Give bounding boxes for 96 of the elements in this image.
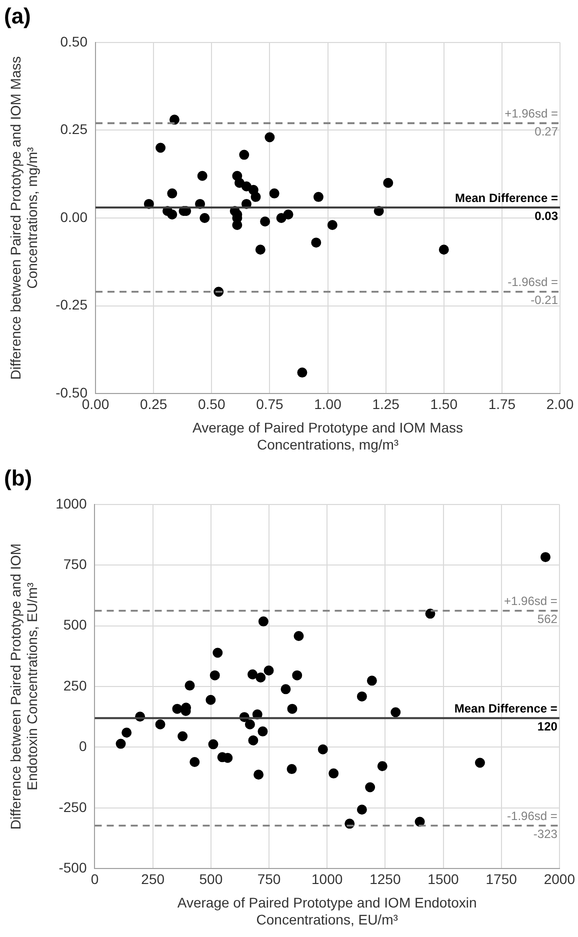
- point: [255, 244, 266, 255]
- chart-title: (a): [4, 3, 31, 28]
- x-tick-label: 1.75: [488, 396, 516, 412]
- point: [116, 738, 126, 749]
- point: [200, 213, 210, 223]
- point: [122, 728, 132, 738]
- point: [425, 608, 436, 619]
- point: [540, 552, 550, 562]
- point: [156, 142, 166, 153]
- y-tick-label: 0.50: [60, 33, 88, 50]
- point: [184, 680, 195, 691]
- x-tick-label: 2000: [544, 870, 576, 887]
- x-tick-label: 750: [257, 870, 281, 887]
- y-axis-title: Difference between Paired Prototype and IOM Mass Concentrations, mg/m³: [7, 56, 40, 380]
- point: [280, 684, 291, 694]
- point: [254, 770, 264, 780]
- point: [264, 665, 274, 676]
- point: [248, 669, 258, 680]
- x-tick-label: 500: [199, 870, 223, 887]
- point: [208, 739, 218, 750]
- point: [283, 209, 294, 220]
- point: [244, 719, 255, 730]
- x-tick-label: 2.00: [546, 396, 574, 412]
- point: [256, 672, 266, 683]
- y-tick-label: 0: [78, 738, 87, 754]
- point: [232, 220, 242, 230]
- point: [311, 238, 322, 248]
- ref-line-label: +1.96sd = 0.27: [504, 106, 558, 138]
- x-tick-label: 0.25: [140, 396, 168, 412]
- ref-line-label: +1.96sd = 562: [504, 594, 558, 626]
- x-tick-label: 1.00: [314, 396, 342, 412]
- x-tick-label: 1250: [370, 870, 401, 887]
- y-tick-label: 500: [63, 616, 87, 633]
- point: [172, 704, 182, 714]
- point: [190, 757, 200, 768]
- point: [318, 744, 328, 754]
- y-tick-label: 250: [63, 677, 87, 694]
- point: [210, 670, 220, 680]
- point: [356, 691, 367, 702]
- y-tick-label: 1000: [56, 495, 87, 512]
- point: [250, 192, 261, 202]
- point: [167, 209, 178, 220]
- y-tick-label: -0.50: [56, 384, 88, 400]
- x-axis-title: Average of Paired Prototype and IOM Mass Concentrations, mg/m³: [192, 420, 464, 452]
- point: [206, 694, 216, 705]
- point: [287, 704, 298, 714]
- point: [313, 192, 324, 202]
- ref-line-label: Mean Difference = 120: [454, 701, 558, 734]
- y-tick-label: -0.25: [56, 296, 88, 313]
- x-tick-label: 0.75: [256, 396, 284, 412]
- point: [264, 132, 275, 142]
- x-tick-label: 250: [141, 870, 165, 887]
- point: [366, 676, 377, 686]
- point: [155, 719, 166, 730]
- point: [258, 616, 268, 626]
- point: [383, 178, 394, 188]
- x-tick-label: 1.25: [372, 396, 400, 412]
- point: [239, 150, 250, 160]
- point: [197, 170, 208, 181]
- y-tick-label: 750: [63, 556, 87, 572]
- point: [212, 648, 223, 658]
- point: [377, 761, 388, 772]
- point: [258, 726, 268, 736]
- point: [390, 707, 401, 718]
- y-axis-title: Difference between Paired Prototype and IOM Endotoxin Concentrations, EU/m³: [7, 543, 40, 830]
- point: [297, 368, 308, 378]
- chart-title: (b): [4, 465, 32, 490]
- x-tick-label: 1750: [486, 870, 518, 887]
- x-tick-label: 1500: [428, 870, 460, 887]
- x-axis-title: Average of Paired Prototype and IOM Endotoxin Concentrations, EU/m³: [177, 894, 477, 928]
- x-tick-label: 1000: [312, 870, 343, 887]
- x-tick-label: 0.50: [198, 396, 226, 412]
- point: [356, 804, 367, 815]
- point: [169, 114, 180, 125]
- x-tick-label: 1.50: [430, 396, 458, 412]
- point: [292, 670, 302, 680]
- point: [167, 188, 178, 198]
- point: [178, 731, 188, 742]
- y-tick-label: 0.25: [60, 121, 88, 138]
- ref-line-label: -1.96sd = -0.21: [508, 275, 558, 308]
- ref-line-label: Mean Difference = 0.03: [454, 190, 558, 223]
- point: [328, 768, 339, 778]
- point: [294, 630, 304, 641]
- point: [269, 188, 280, 198]
- point: [260, 216, 270, 227]
- point: [248, 735, 258, 746]
- y-tick-label: -250: [58, 798, 87, 815]
- y-tick-label: -500: [58, 859, 87, 876]
- point: [327, 220, 338, 230]
- y-tick-label: 0.00: [60, 208, 88, 225]
- point: [365, 782, 376, 792]
- point: [438, 244, 449, 255]
- point: [286, 764, 297, 774]
- ref-line-label: -1.96sd = -323: [507, 808, 558, 841]
- x-tick-label: 0: [90, 870, 99, 887]
- point: [474, 758, 485, 768]
